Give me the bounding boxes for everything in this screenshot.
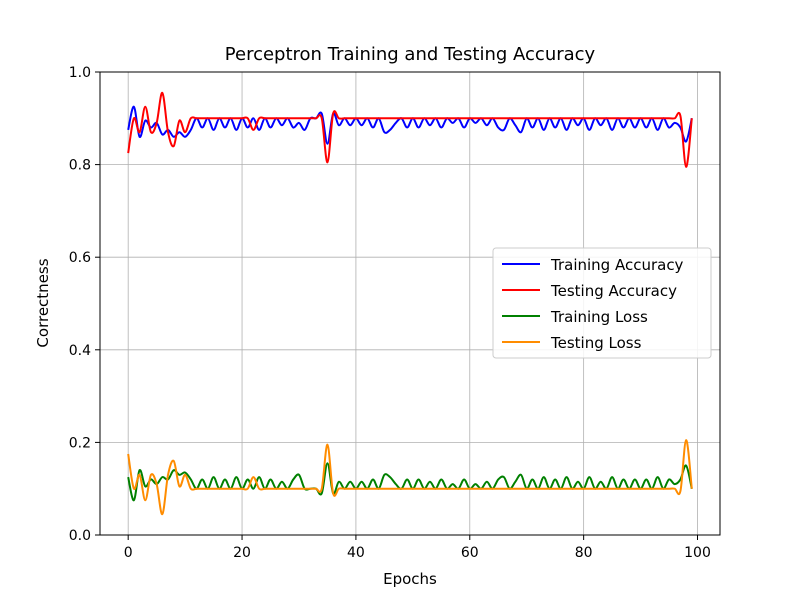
y-tick-label: 0.0 <box>69 528 91 544</box>
x-tick-label: 40 <box>347 545 365 561</box>
x-tick-label: 80 <box>575 545 593 561</box>
y-tick-label: 0.2 <box>69 435 91 451</box>
y-tick-label: 0.4 <box>69 343 91 359</box>
x-tick-label: 0 <box>124 545 133 561</box>
y-tick-label: 0.8 <box>69 158 91 174</box>
y-axis-label: Correctness <box>34 258 52 347</box>
x-axis-label: Epochs <box>383 570 437 588</box>
series-line-training-loss <box>127 462 693 502</box>
legend-label-training-loss: Training Loss <box>550 308 648 326</box>
x-axis-ticks: 0 20 40 60 80 100 <box>124 535 711 561</box>
y-axis-ticks: 0.0 0.2 0.4 0.6 0.8 1.0 <box>69 65 100 544</box>
chart-title: Perceptron Training and Testing Accuracy <box>225 44 596 65</box>
x-tick-label: 60 <box>461 545 479 561</box>
y-tick-label: 1.0 <box>69 65 91 81</box>
y-tick-label: 0.6 <box>69 250 91 266</box>
legend-label-training-accuracy: Training Accuracy <box>550 256 684 274</box>
series-line-testing-accuracy <box>127 91 693 168</box>
plot-frame <box>99 71 721 536</box>
legend-label-testing-loss: Testing Loss <box>550 334 642 352</box>
legend: Training Accuracy Testing Accuracy Trainin… <box>492 247 712 359</box>
series-line-training-accuracy <box>127 105 693 145</box>
legend-label-testing-accuracy: Testing Accuracy <box>550 282 677 300</box>
x-tick-label: 20 <box>233 545 251 561</box>
series-group <box>127 91 693 516</box>
series-line-testing-loss <box>127 439 693 516</box>
legend-box <box>492 247 712 359</box>
x-tick-label: 100 <box>684 545 711 561</box>
